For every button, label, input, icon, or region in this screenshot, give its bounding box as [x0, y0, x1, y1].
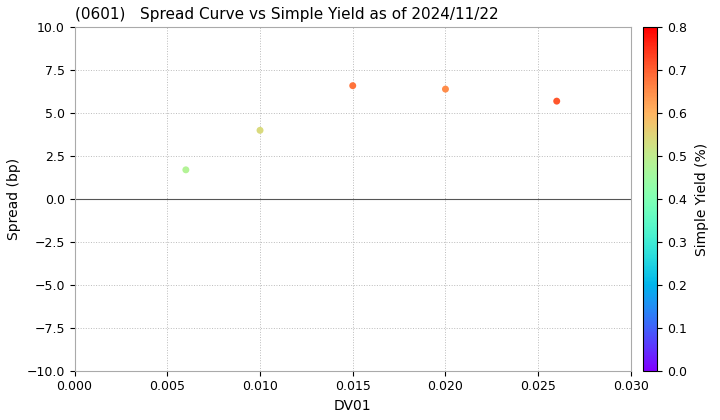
Text: (0601)   Spread Curve vs Simple Yield as of 2024/11/22: (0601) Spread Curve vs Simple Yield as o… — [75, 7, 498, 22]
X-axis label: DV01: DV01 — [334, 399, 372, 413]
Y-axis label: Spread (bp): Spread (bp) — [7, 158, 21, 240]
Y-axis label: Simple Yield (%): Simple Yield (%) — [695, 142, 709, 256]
Point — [551, 98, 562, 105]
Point — [254, 127, 266, 134]
Point — [347, 82, 359, 89]
Point — [440, 86, 451, 92]
Point — [180, 166, 192, 173]
